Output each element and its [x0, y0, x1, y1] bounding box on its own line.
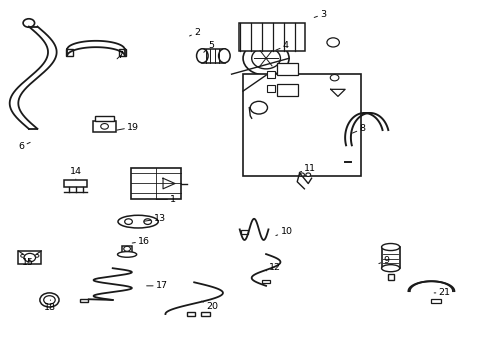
Circle shape: [329, 75, 338, 81]
Circle shape: [299, 173, 304, 176]
Bar: [243, 74, 360, 176]
Bar: [262, 280, 269, 283]
Text: 16: 16: [132, 237, 150, 246]
Text: 13: 13: [144, 214, 165, 223]
Circle shape: [23, 19, 35, 27]
Bar: [64, 180, 87, 188]
Text: 10: 10: [275, 228, 292, 237]
Text: 2: 2: [189, 28, 200, 37]
Text: 8: 8: [352, 124, 365, 133]
Circle shape: [251, 48, 280, 69]
Text: 4: 4: [275, 41, 288, 50]
Circle shape: [124, 219, 132, 224]
Bar: [93, 121, 116, 132]
Circle shape: [243, 41, 288, 75]
Bar: [266, 71, 275, 78]
Bar: [381, 247, 399, 268]
Bar: [387, 274, 393, 280]
Bar: [238, 23, 304, 51]
Circle shape: [35, 255, 39, 257]
Circle shape: [43, 296, 55, 304]
Circle shape: [305, 173, 310, 176]
Bar: [430, 299, 441, 303]
Circle shape: [101, 123, 108, 129]
Text: 18: 18: [44, 300, 56, 312]
Ellipse shape: [218, 49, 230, 63]
Bar: [276, 63, 298, 75]
Text: 3: 3: [314, 10, 325, 19]
Bar: [266, 85, 275, 92]
Bar: [119, 49, 125, 56]
Text: 14: 14: [70, 167, 81, 179]
Circle shape: [24, 253, 36, 262]
Text: 11: 11: [299, 164, 316, 173]
Text: 20: 20: [201, 301, 218, 311]
Bar: [80, 299, 88, 302]
Bar: [201, 312, 209, 316]
Text: 17: 17: [146, 282, 167, 290]
Ellipse shape: [117, 252, 137, 257]
Circle shape: [123, 246, 130, 251]
Text: 21: 21: [433, 288, 449, 297]
Circle shape: [250, 101, 267, 114]
Bar: [130, 168, 181, 199]
Text: 6: 6: [18, 142, 30, 151]
Text: 12: 12: [266, 263, 281, 272]
Circle shape: [143, 219, 151, 224]
Text: 5: 5: [203, 41, 214, 52]
Text: 19: 19: [117, 123, 139, 132]
Text: 1: 1: [156, 195, 176, 204]
Bar: [95, 116, 113, 121]
Circle shape: [20, 255, 24, 257]
Bar: [66, 49, 73, 56]
Bar: [186, 312, 195, 316]
Bar: [122, 246, 132, 253]
Bar: [276, 84, 298, 96]
Ellipse shape: [118, 215, 158, 228]
Text: 15: 15: [22, 258, 34, 267]
Bar: [241, 230, 247, 234]
Ellipse shape: [381, 243, 399, 251]
Ellipse shape: [196, 49, 208, 63]
Circle shape: [40, 293, 59, 307]
Bar: [202, 49, 224, 63]
Text: 9: 9: [378, 256, 388, 265]
Ellipse shape: [381, 265, 399, 272]
Circle shape: [326, 38, 339, 47]
Text: 7: 7: [117, 51, 123, 60]
Bar: [18, 251, 41, 264]
